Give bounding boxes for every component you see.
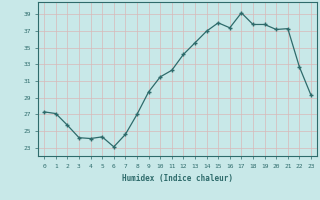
X-axis label: Humidex (Indice chaleur): Humidex (Indice chaleur) — [122, 174, 233, 183]
